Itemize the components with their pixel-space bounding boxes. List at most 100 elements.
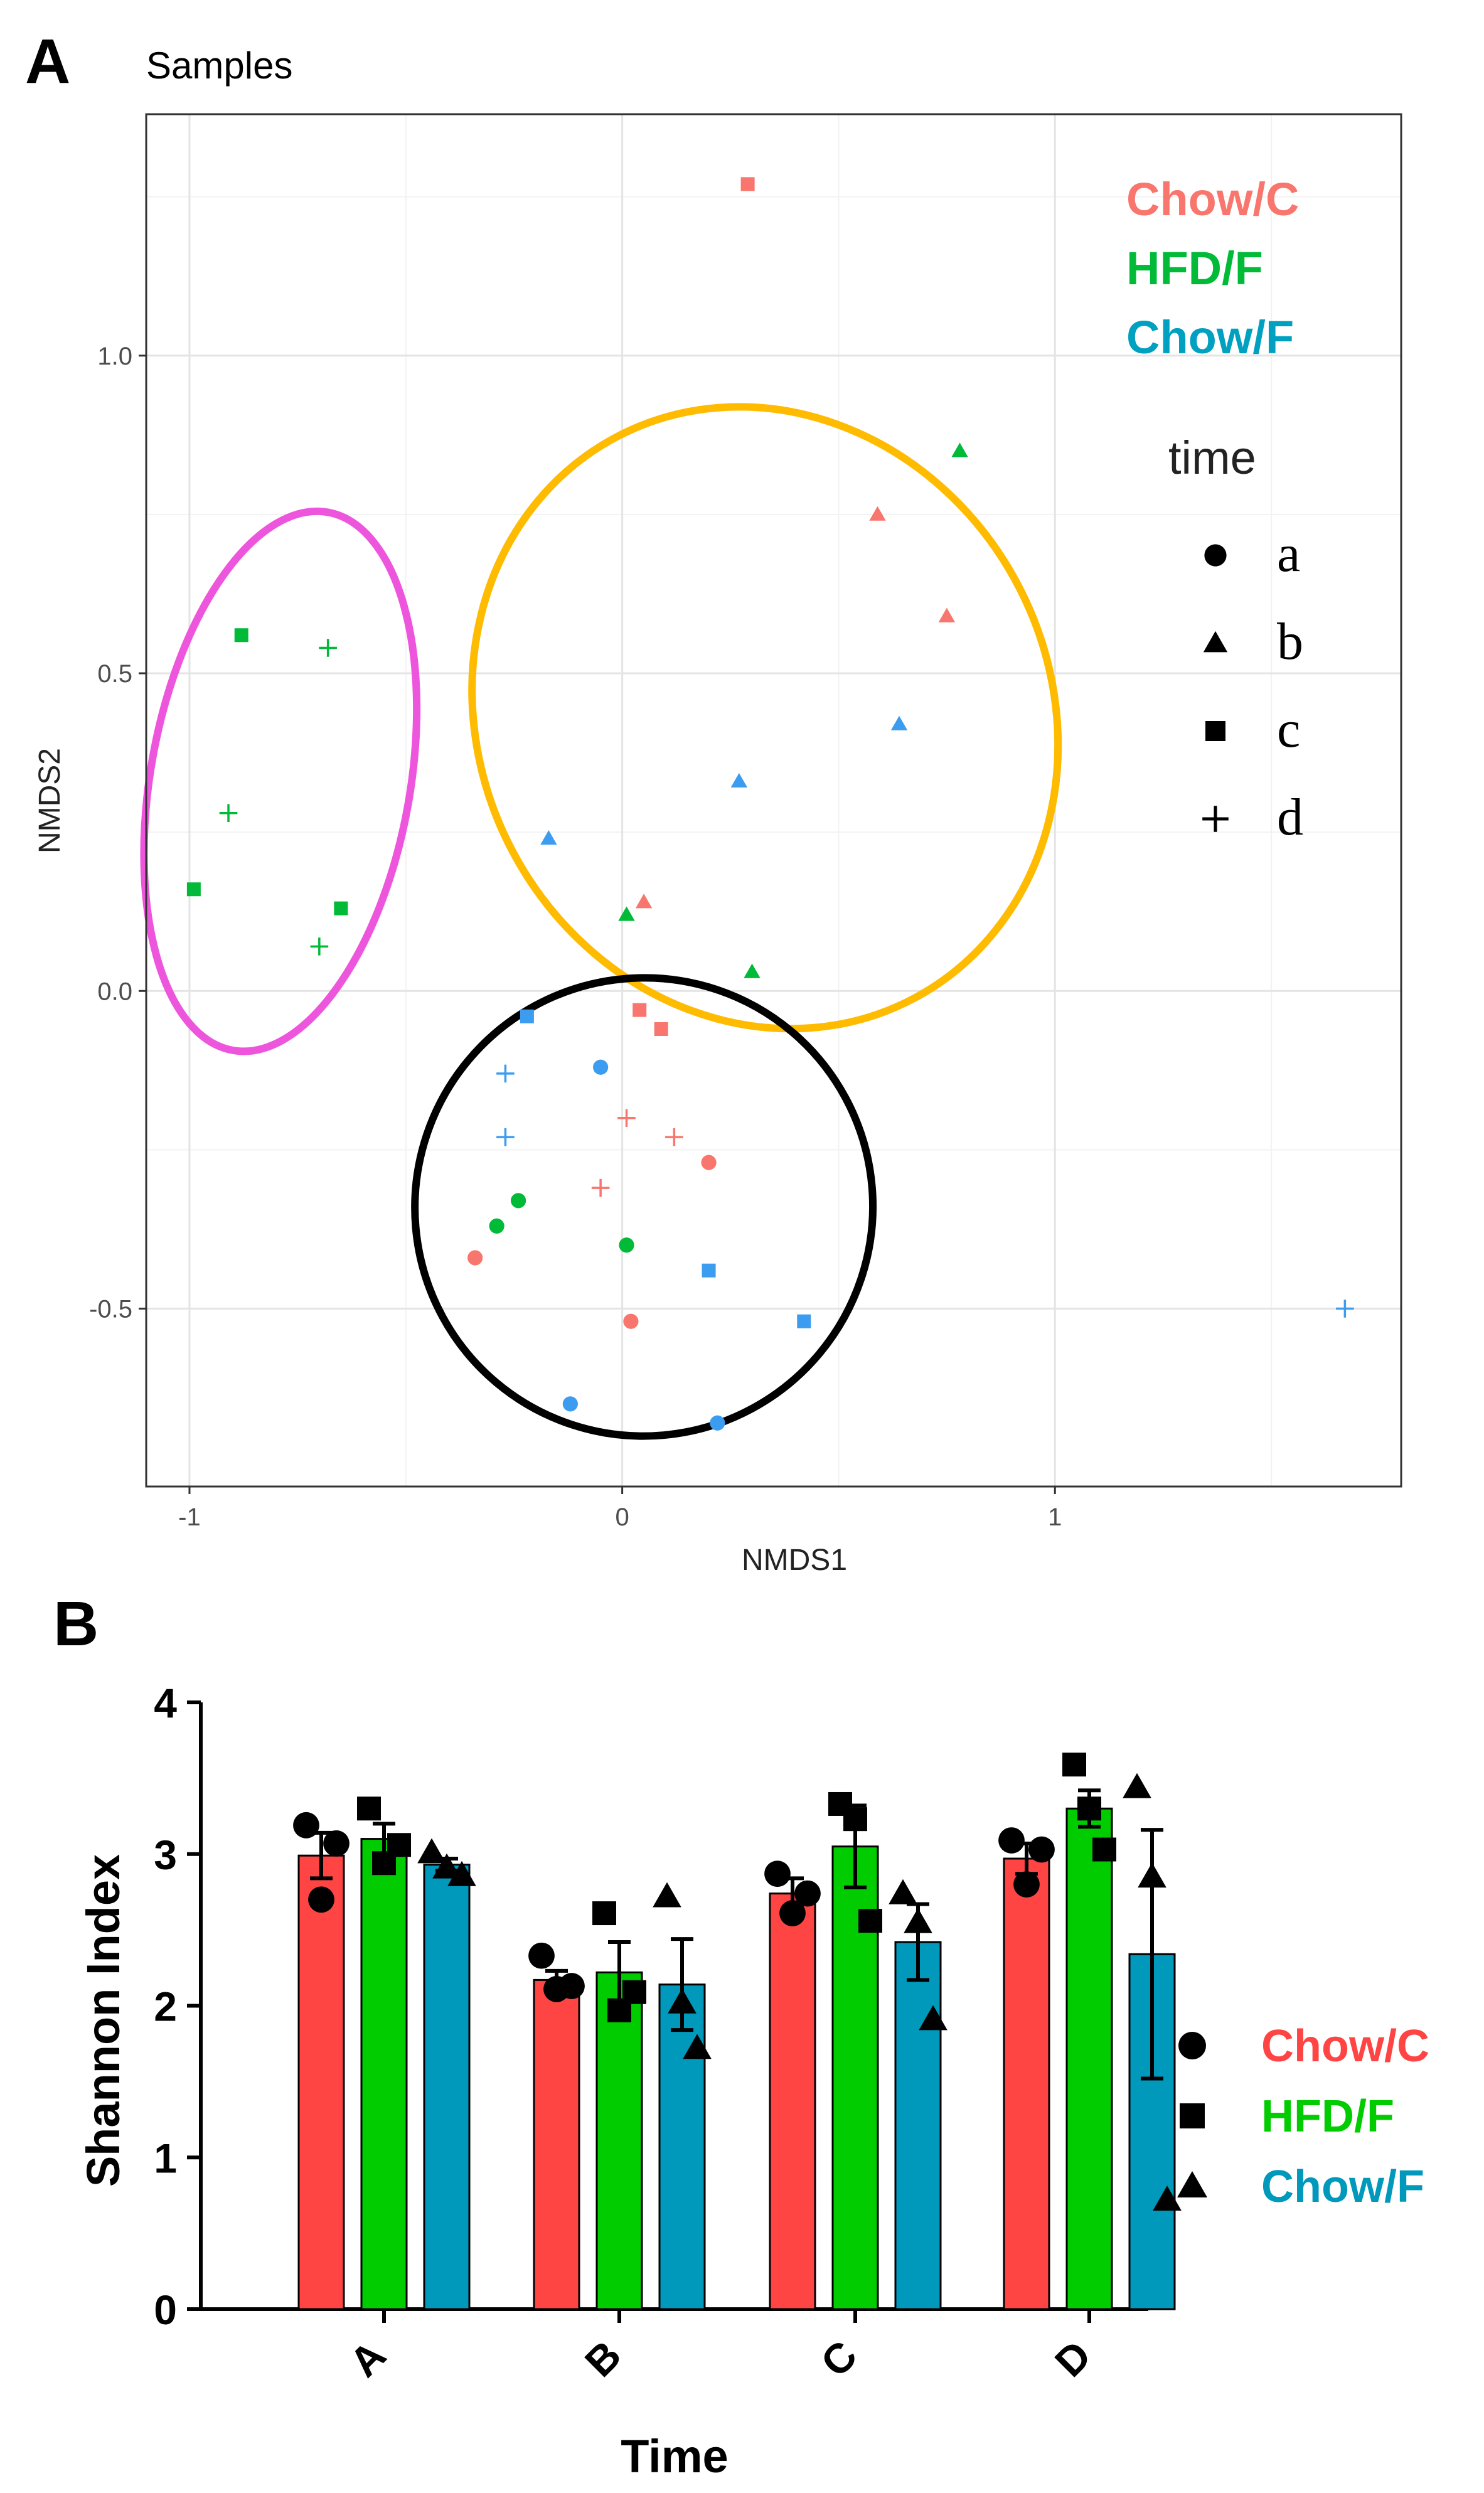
legend-group-hfd-f: HFD/F [1126,242,1263,294]
legend-label-chow-c: Chow/C [1261,2021,1429,2071]
legend-time-title: time [1168,432,1256,484]
point-chow-f-b [668,1988,697,2014]
point-chow-c-c [794,1880,821,1907]
panel-a-ellipses [140,403,1062,1440]
y-tick-label: 0.0 [97,978,132,1005]
y-tick-label: 2 [154,1983,177,2030]
point-hfd-f-a [357,1796,381,1821]
legend-label-chow-f: Chow/F [1261,2162,1424,2212]
y-tick-label: 1.0 [97,343,132,370]
point-hfd-f-d [1062,1753,1086,1777]
point-chow-f-a [593,1059,609,1075]
y-tick-label: 4 [154,1680,177,1726]
point-hfd-f-b [951,442,968,457]
panel-a-x-axis-title: NMDS1 [742,1544,847,1577]
point-chow-c-a [701,1155,717,1170]
x-tick-label: 1 [1048,1503,1062,1531]
point-chow-c-a [623,1313,639,1329]
pink-ellipse [140,507,421,1055]
error-bar-chow-f-b [671,1937,693,2032]
point-chow-f-b [540,830,557,845]
legend-label-hfd-f: HFD/F [1261,2091,1394,2142]
panel-b-y-axis-title: Shannon Index [77,1854,129,2187]
point-hfd-f-a [619,1237,634,1253]
x-tick-label: -1 [178,1503,201,1531]
point-chow-c-d [998,1827,1025,1854]
point-chow-f-b [683,2034,712,2059]
legend-square-icon [1180,2103,1205,2128]
point-hfd-f-c [334,901,348,916]
point-chow-f-a [432,1853,461,1879]
point-chow-f-c [889,1879,917,1904]
point-chow-f-c [904,1908,932,1933]
point-chow-c-d [1028,1836,1055,1863]
point-hfd-f-d [1077,1796,1101,1821]
panel-a-title: Samples [146,45,292,87]
panel-b-points [293,1753,1182,2211]
panel-a-nmds-plot: A Samples -1 0 1-0.50.00.51.0 NMDS1 NMDS2 … [25,26,1402,1577]
legend-triangle-icon [1177,2171,1207,2197]
bar-chow-f-c [894,1941,942,2310]
point-chow-c-d [617,1109,636,1128]
point-chow-f-a [710,1415,725,1431]
x-tick-label: D [1046,2332,1100,2386]
point-chow-c-d [1013,1871,1040,1898]
y-tick-label: 3 [154,1832,177,1878]
point-chow-c-d [665,1128,683,1146]
bar-chow-f-b [658,1983,706,2310]
point-hfd-f-d [319,639,337,657]
panel-b-label: B [53,1589,99,1659]
point-hfd-f-b [592,1901,616,1926]
panel-a-axes: -1 0 1 -0.5 0.0 0.5 1.0 [89,343,1062,1531]
point-chow-c-b [938,607,956,622]
point-chow-f-d [496,1064,515,1083]
y-tick-label: 1 [154,2135,177,2181]
point-chow-f-c [919,2005,948,2031]
bar-hfd-f-a [360,1838,408,2310]
point-hfd-f-b [744,963,761,978]
point-chow-f-d [1138,1862,1166,1888]
legend-time-label: b [1277,612,1303,671]
point-chow-c-d [591,1178,610,1197]
panel-a-y-axis-title: NMDS2 [33,748,67,853]
point-hfd-f-a [511,1193,526,1209]
panel-a-label: A [25,26,70,97]
legend-time-label: a [1277,525,1300,583]
panel-b-bars [297,1807,1176,2310]
bar-chow-c-d [1003,1857,1050,2310]
panel-b-shannon-bar-chart: B 0 1 2 3 4 A B C D Time Shannon Index Chow/C HFD… [53,1589,1429,2482]
legend-circle-icon [1178,2032,1206,2059]
point-chow-f-c [702,1263,716,1278]
point-chow-c-b [635,894,653,909]
point-chow-c-a [293,1812,319,1839]
legend-time-label: c [1277,700,1300,759]
legend-time-square-icon [1205,721,1225,741]
x-tick-label: B [576,2332,630,2386]
point-chow-f-d [1153,2186,1182,2211]
point-chow-c-a [323,1830,350,1857]
point-hfd-f-c [186,882,201,897]
bar-chow-f-a [423,1864,471,2310]
legend-group-chow-f: Chow/F [1126,311,1294,363]
x-tick-label: C [812,2332,866,2386]
point-chow-f-c [520,1009,534,1023]
panel-b-x-axis-title: Time [621,2430,728,2482]
point-hfd-f-d [219,804,238,823]
point-chow-f-d [496,1128,515,1146]
x-tick-label: 0 [615,1503,629,1531]
point-hfd-f-a [489,1218,504,1234]
bar-hfd-f-b [595,1971,643,2310]
point-chow-f-a [562,1396,578,1412]
point-hfd-f-b [622,1980,646,2004]
point-chow-f-b [653,1882,681,1908]
point-chow-c-b [869,506,886,521]
legend-time-triangle-icon [1203,631,1228,653]
point-hfd-f-a [387,1833,411,1857]
orange-ellipse [468,403,1062,1033]
point-chow-c-c [740,177,755,191]
black-ellipse [411,974,877,1440]
point-chow-f-c [797,1314,811,1328]
